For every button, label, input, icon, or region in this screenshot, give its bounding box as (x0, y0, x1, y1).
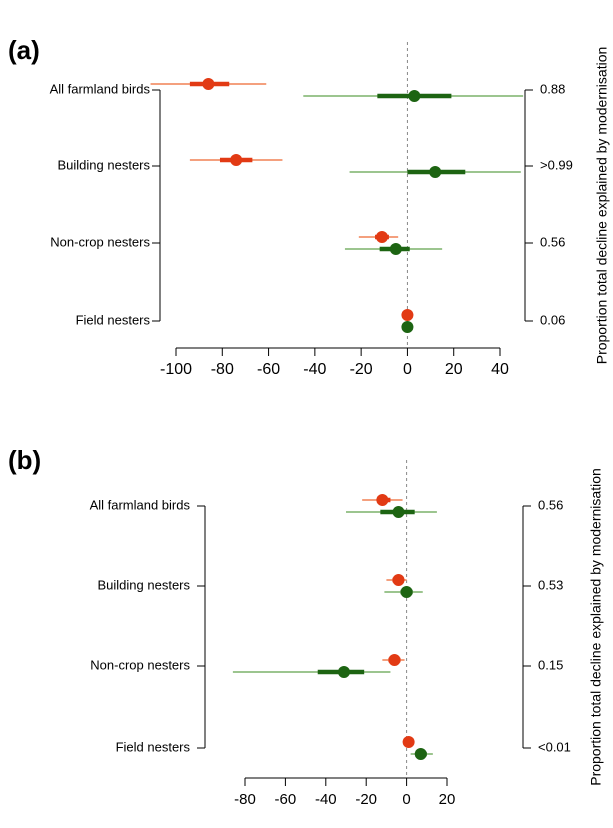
x-tick-label: 0 (403, 361, 412, 378)
estimate-point (337, 666, 350, 678)
panel-label: (b) (8, 445, 41, 475)
x-tick-label: 40 (491, 361, 509, 378)
x-tick-label: 0 (402, 791, 410, 808)
estimate-point (408, 90, 421, 102)
x-tick-label: -60 (275, 791, 297, 808)
estimate-point (401, 309, 414, 321)
right-label: 0.56 (538, 497, 563, 512)
estimate-point (202, 78, 215, 90)
category-label: Field nesters (76, 312, 151, 327)
category-label: Building nesters (58, 157, 151, 172)
right-label: 0.53 (538, 577, 563, 592)
estimate-point (389, 243, 402, 255)
category-label: All farmland birds (50, 81, 151, 96)
right-label: 0.15 (538, 657, 563, 672)
x-tick-label: -40 (303, 361, 326, 378)
category-label: Non-crop nesters (50, 234, 150, 249)
x-tick-label: -20 (350, 361, 373, 378)
category-label: Non-crop nesters (90, 657, 190, 672)
right-axis-label: Proportion total decline explained by mo… (594, 47, 610, 365)
estimate-point (400, 586, 413, 598)
right-label: <0.01 (538, 739, 571, 754)
right-label: 0.56 (540, 234, 565, 249)
estimate-point (429, 166, 442, 178)
estimate-point (392, 506, 405, 518)
estimate-point (388, 654, 401, 666)
category-label: Building nesters (98, 577, 191, 592)
x-tick-label: -80 (234, 791, 256, 808)
x-tick-label: -60 (257, 361, 280, 378)
x-tick-label: -40 (315, 791, 337, 808)
x-tick-label: -20 (355, 791, 377, 808)
estimate-point (401, 321, 414, 333)
estimate-point (375, 231, 388, 243)
right-axis-label: Proportion total decline explained by mo… (588, 468, 604, 786)
right-label: >0.99 (540, 157, 573, 172)
category-label: All farmland birds (90, 497, 191, 512)
x-tick-label: -100 (160, 361, 192, 378)
x-tick-label: 20 (445, 361, 463, 378)
estimate-point (402, 736, 415, 748)
estimate-point (414, 748, 427, 760)
estimate-point (230, 154, 243, 166)
right-label: 0.06 (540, 312, 565, 327)
estimate-point (376, 494, 389, 506)
x-tick-label: -80 (211, 361, 234, 378)
estimate-point (392, 574, 405, 586)
x-tick-label: 20 (439, 791, 456, 808)
right-label: 0.88 (540, 81, 565, 96)
panel-label: (a) (8, 35, 40, 65)
category-label: Field nesters (116, 739, 191, 754)
